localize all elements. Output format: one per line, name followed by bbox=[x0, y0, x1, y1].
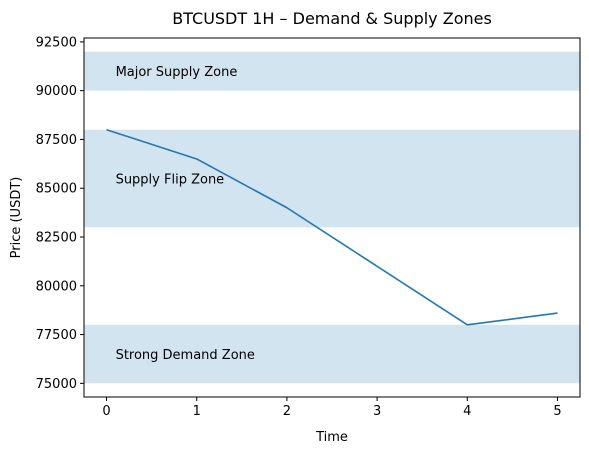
y-tick-label: 85000 bbox=[36, 182, 77, 197]
y-tick-label: 90000 bbox=[36, 84, 77, 99]
y-tick-label: 77500 bbox=[36, 328, 77, 343]
plot-frame bbox=[83, 37, 581, 398]
y-axis: 75000 77500 80000 82500 85000 87500 90000 92500 bbox=[36, 35, 84, 392]
series-line bbox=[106, 128, 558, 326]
x-axis: 0 1 2 3 4 5 bbox=[102, 397, 562, 419]
x-tick-label: 1 bbox=[193, 404, 201, 419]
zone-label: Supply Flip Zone bbox=[116, 172, 225, 187]
zone-label: Strong Demand Zone bbox=[116, 348, 255, 363]
x-tick-label: 4 bbox=[463, 404, 471, 419]
chart-title: BTCUSDT 1H – Demand & Supply Zones bbox=[172, 9, 492, 28]
zone-band bbox=[84, 129, 580, 228]
x-tick-label: 5 bbox=[553, 404, 561, 419]
y-tick-label: 80000 bbox=[36, 279, 77, 294]
y-axis-label: Price (USDT) bbox=[9, 177, 24, 259]
y-tick-label: 87500 bbox=[36, 133, 77, 148]
zone-labels-layer: Major Supply Zone Supply Flip Zone Strong … bbox=[116, 65, 255, 363]
x-axis-label: Time bbox=[315, 430, 348, 445]
x-tick-label: 3 bbox=[373, 404, 381, 419]
x-tick-label: 0 bbox=[102, 404, 110, 419]
zone-label: Major Supply Zone bbox=[116, 65, 238, 80]
y-tick-label: 92500 bbox=[36, 35, 77, 50]
series-layer bbox=[106, 128, 558, 326]
x-tick-label: 2 bbox=[283, 404, 291, 419]
y-tick-label: 75000 bbox=[36, 377, 77, 392]
y-tick-label: 82500 bbox=[36, 231, 77, 246]
zone-band bbox=[84, 51, 580, 91]
zone-band bbox=[84, 324, 580, 384]
zones-layer bbox=[84, 51, 580, 384]
